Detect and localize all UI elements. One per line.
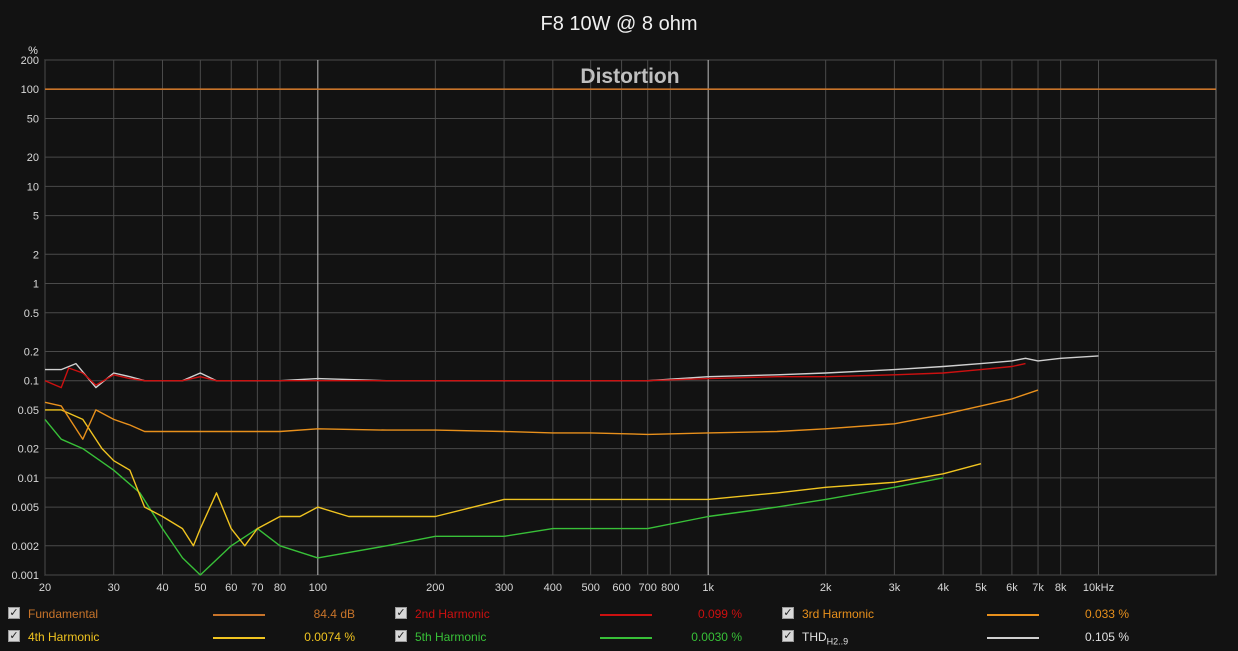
legend-value-3rd-harmonic: 0.033 % xyxy=(1084,607,1129,621)
legend-label-3rd-harmonic: 3rd Harmonic xyxy=(802,607,875,621)
legend-value-thd: 0.105 % xyxy=(1084,630,1129,644)
x-tick-label: 600 xyxy=(612,582,630,594)
y-tick-label: 0.001 xyxy=(11,570,39,582)
legend-item-4th-harmonic[interactable]: ✓ 4th Harmonic 0.0074 % xyxy=(8,627,368,647)
legend-label-thd: THDH2..9 xyxy=(802,630,848,646)
y-tick-label: 200 xyxy=(21,55,39,67)
checkbox-3rd-harmonic[interactable]: ✓ xyxy=(782,607,794,619)
x-tick-label: 700 xyxy=(639,582,657,594)
series-line-3rd-harmonic xyxy=(44,389,1039,440)
x-tick-label: 5k xyxy=(975,582,987,594)
legend-item-5th-harmonic[interactable]: ✓ 5th Harmonic 0.0030 % xyxy=(395,627,755,647)
legend-label-5th-harmonic: 5th Harmonic xyxy=(415,630,487,644)
x-tick-label: 3k xyxy=(889,582,901,594)
x-tick-label: 80 xyxy=(274,582,286,594)
y-tick-labels: 200 100 50 20 10 5 2 1 0.5 0.2 0.1 0.05 0.02 0.01 0.00… xyxy=(11,55,39,582)
series-lines xyxy=(44,88,1216,576)
x-tick-label: 8k xyxy=(1055,582,1067,594)
legend-item-3rd-harmonic[interactable]: ✓ 3rd Harmonic 0.033 % xyxy=(782,604,1142,624)
legend-swatch-4th-harmonic xyxy=(213,637,265,639)
legend-swatch-5th-harmonic xyxy=(600,637,652,639)
series-line-2nd-harmonic xyxy=(44,362,1026,389)
y-tick-label: 50 xyxy=(27,113,39,125)
legend-swatch-thd xyxy=(987,637,1039,639)
x-tick-label: 40 xyxy=(156,582,168,594)
legend-value-4th-harmonic: 0.0074 % xyxy=(304,630,355,644)
y-tick-label: 0.01 xyxy=(18,473,39,485)
y-tick-label: 0.02 xyxy=(18,444,39,456)
x-tick-label: 2k xyxy=(820,582,832,594)
legend-swatch-3rd-harmonic xyxy=(987,614,1039,616)
x-tick-label: 500 xyxy=(581,582,599,594)
x-tick-label: 7k xyxy=(1032,582,1044,594)
checkbox-fundamental[interactable]: ✓ xyxy=(8,607,20,619)
y-tick-label: 1 xyxy=(33,279,39,291)
legend-label-thd-main: THD xyxy=(802,630,827,644)
x-tick-label: 20 xyxy=(39,582,51,594)
legend-label-fundamental: Fundamental xyxy=(28,607,99,621)
legend-value-2nd-harmonic: 0.099 % xyxy=(697,607,742,621)
x-tick-label: 30 xyxy=(108,582,120,594)
y-tick-label: 0.2 xyxy=(24,346,39,358)
legend-item-thd[interactable]: ✓ THDH2..9 0.105 % xyxy=(782,627,1142,647)
x-tick-label: 800 xyxy=(661,582,679,594)
x-tick-label: 200 xyxy=(426,582,444,594)
chart-title: F8 10W @ 8 ohm xyxy=(540,13,697,35)
distortion-chart: F8 10W @ 8 ohm % 200 100 50 20 10 5 2 1 0.5 0.2 0.… xyxy=(11,13,1217,594)
legend-item-2nd-harmonic[interactable]: ✓ 2nd Harmonic 0.099 % xyxy=(395,604,755,624)
y-tick-label: 0.05 xyxy=(18,405,39,417)
x-tick-label: 60 xyxy=(225,582,237,594)
grid-lines xyxy=(44,59,1216,576)
x-tick-label: 70 xyxy=(251,582,263,594)
y-tick-label: 0.005 xyxy=(11,502,39,514)
y-tick-label: 0.5 xyxy=(24,308,39,320)
x-tick-label: 50 xyxy=(194,582,206,594)
legend-swatch-fundamental xyxy=(213,614,265,616)
y-tick-label: 0.1 xyxy=(24,376,39,388)
y-tick-label: 2 xyxy=(33,249,39,261)
x-tick-label: 4k xyxy=(937,582,949,594)
y-tick-label: 5 xyxy=(33,211,39,223)
legend-label-2nd-harmonic: 2nd Harmonic xyxy=(415,607,490,621)
plot-area xyxy=(44,59,1217,576)
x-tick-label: 300 xyxy=(495,582,513,594)
checkbox-4th-harmonic[interactable]: ✓ xyxy=(8,630,20,642)
y-axis-unit-label: % xyxy=(28,45,38,57)
legend-value-fundamental: 84.4 dB xyxy=(313,607,355,621)
legend-item-fundamental[interactable]: ✓ Fundamental 84.4 dB xyxy=(8,604,368,624)
legend-label-4th-harmonic: 4th Harmonic xyxy=(28,630,100,644)
x-tick-label: 1k xyxy=(702,582,714,594)
legend-value-5th-harmonic: 0.0030 % xyxy=(691,630,742,644)
y-tick-label: 0.002 xyxy=(11,541,39,553)
chart-subtitle: Distortion xyxy=(580,65,679,88)
checkbox-5th-harmonic[interactable]: ✓ xyxy=(395,630,407,642)
legend: ✓ Fundamental 84.4 dB ✓ 2nd Harmonic 0.0… xyxy=(0,600,1238,651)
series-line-5th-harmonic xyxy=(44,418,944,576)
series-line-4th-harmonic xyxy=(45,409,982,547)
y-tick-label: 100 xyxy=(21,84,39,96)
x-tick-label: 100 xyxy=(309,582,327,594)
checkbox-2nd-harmonic[interactable]: ✓ xyxy=(395,607,407,619)
checkbox-thd[interactable]: ✓ xyxy=(782,630,794,642)
y-tick-label: 10 xyxy=(27,181,39,193)
x-tick-label: 400 xyxy=(544,582,562,594)
legend-swatch-2nd-harmonic xyxy=(600,614,652,616)
x-tick-label: 6k xyxy=(1006,582,1018,594)
y-tick-label: 20 xyxy=(27,152,39,164)
x-tick-labels: 20 30 40 50 60 70 80 100 200 300 400 500 600 700 800 1k… xyxy=(39,582,1114,594)
legend-label-thd-sub: H2..9 xyxy=(826,636,849,647)
x-tick-label: 10kHz xyxy=(1083,582,1114,594)
